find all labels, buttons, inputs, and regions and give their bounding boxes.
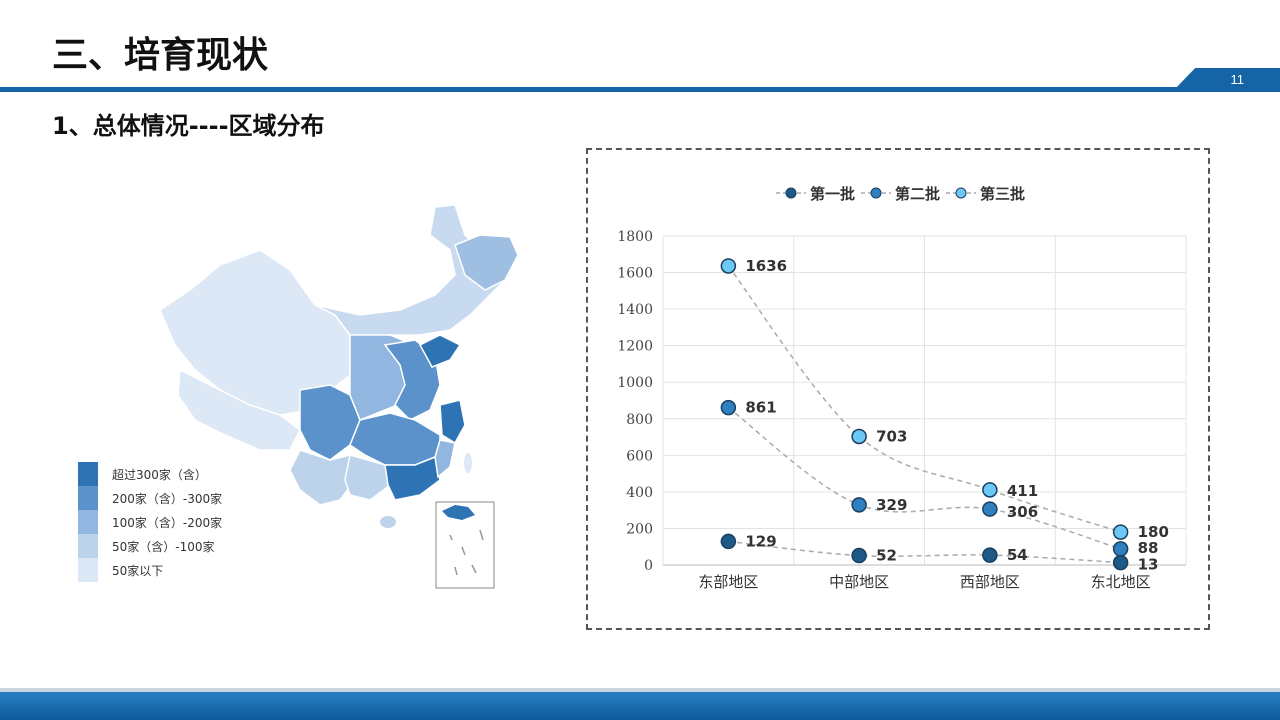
- y-tick-label: 1200: [617, 339, 653, 355]
- data-label: 52: [876, 546, 897, 564]
- line-chart: 0 200 400 600 800 1000 1200 1400 1600 1800 东部地区 中部地…: [617, 185, 1187, 591]
- series-line-3: [727, 265, 1121, 533]
- data-point: [1112, 554, 1129, 571]
- footer-accent-line: [0, 688, 1280, 692]
- data-label: 329: [876, 496, 907, 514]
- legend-label: 第三批: [980, 185, 1025, 203]
- data-point: [1112, 524, 1129, 540]
- slide-title: 三、培育现状: [52, 35, 269, 76]
- legend-label: 第二批: [895, 185, 940, 203]
- legend-label: 50家以下: [112, 563, 164, 578]
- legend-label: 100家（含）-200家: [112, 515, 223, 530]
- legend-item-200-300: 200家（含）-300家: [78, 486, 222, 510]
- x-tick-label: 西部地区: [960, 573, 1020, 591]
- data-point: [982, 547, 998, 563]
- data-label: 1636: [745, 257, 787, 275]
- page-number: 11: [1230, 72, 1245, 87]
- data-label: 180: [1138, 523, 1169, 541]
- map-region-fujian: [434, 439, 456, 479]
- x-tick-label: 东北地区: [1091, 573, 1151, 591]
- data-point: [851, 497, 867, 513]
- page-number-tab: [1174, 68, 1280, 90]
- inset-coast: [442, 505, 475, 520]
- legend-marker: [870, 187, 882, 199]
- legend-swatch: [78, 462, 98, 486]
- inset-islands: [449, 529, 484, 576]
- china-map-svg: [159, 204, 519, 589]
- series-line-1: [728, 540, 1121, 564]
- map-region-taiwan: [464, 453, 472, 473]
- legend-label: 第一批: [810, 185, 855, 203]
- data-point: [720, 399, 737, 416]
- series-line-2: [727, 407, 1121, 550]
- y-tick-label: 1600: [617, 266, 653, 282]
- y-tick-label: 600: [626, 448, 653, 464]
- china-region-map: [150, 195, 530, 595]
- legend-label: 超过300家（含）: [112, 467, 207, 482]
- legend-swatch: [78, 534, 98, 558]
- map-region-guangdong: [384, 455, 441, 501]
- footer-bar: [0, 692, 1280, 720]
- legend-swatch: [78, 510, 98, 534]
- legend-item-100-200: 100家（含）-200家: [78, 510, 222, 534]
- legend-item-50-100: 50家（含）-100家: [78, 534, 222, 558]
- y-tick-label: 200: [626, 521, 653, 537]
- legend-swatch: [78, 486, 98, 510]
- data-point: [851, 428, 867, 445]
- data-label: 129: [745, 532, 776, 550]
- map-region-south-central: [349, 412, 441, 466]
- data-point: [982, 501, 998, 517]
- legend-marker: [785, 187, 797, 199]
- legend-item-under-50: 50家以下: [78, 558, 222, 582]
- data-label: 703: [876, 428, 907, 446]
- map-region-yunnan: [289, 449, 356, 506]
- data-label: 411: [1007, 482, 1038, 500]
- x-tick-label: 东部地区: [698, 573, 758, 591]
- data-label: 13: [1138, 556, 1159, 574]
- header-divider-bar: [0, 87, 1280, 92]
- section-subtitle: 1、总体情况----区域分布: [52, 112, 325, 140]
- data-point: [982, 482, 998, 498]
- data-label: 54: [1007, 546, 1028, 564]
- data-label: 88: [1138, 539, 1159, 557]
- data-point: [1112, 541, 1129, 557]
- data-point: [720, 533, 737, 550]
- map-region-hainan: [380, 516, 396, 528]
- map-region-shandong: [418, 334, 462, 368]
- x-tick-label: 中部地区: [829, 573, 889, 591]
- map-region-tibet: [177, 368, 301, 451]
- map-region-northeast: [454, 234, 519, 291]
- data-label: 306: [1007, 503, 1038, 521]
- y-tick-label: 1800: [617, 229, 653, 245]
- data-point: [720, 258, 737, 274]
- map-legend: 超过300家（含） 200家（含）-300家 100家（含）-200家 50家（…: [78, 462, 222, 582]
- legend-label: 200家（含）-300家: [112, 491, 223, 506]
- legend-label: 50家（含）-100家: [112, 539, 215, 554]
- y-tick-label: 1000: [617, 375, 653, 391]
- legend-item-over-300: 超过300家（含）: [78, 462, 222, 486]
- y-tick-label: 400: [626, 485, 653, 501]
- map-region-zhejiang: [439, 399, 466, 445]
- legend-marker: [955, 187, 967, 199]
- chart-container: 0 200 400 600 800 1000 1200 1400 1600 1800 东部地区 中部地…: [586, 148, 1210, 630]
- y-tick-label: 800: [626, 412, 653, 428]
- legend-swatch: [78, 558, 98, 582]
- y-tick-label: 1400: [617, 302, 653, 318]
- data-point: [851, 547, 867, 564]
- data-label: 861: [745, 399, 776, 417]
- y-tick-label: 0: [644, 558, 653, 574]
